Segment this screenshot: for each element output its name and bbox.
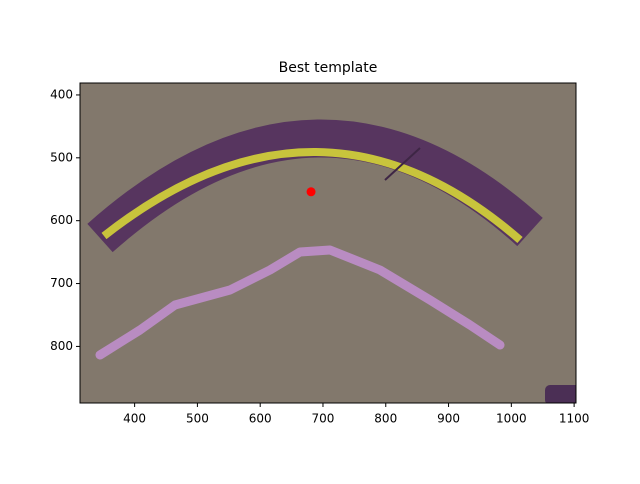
x-tick-label: 1000	[496, 412, 527, 426]
x-tick-label: 700	[312, 412, 335, 426]
template-center	[306, 187, 316, 197]
x-tick-label: 600	[249, 412, 272, 426]
axes-frame	[79, 82, 577, 404]
x-tick-label: 800	[374, 412, 397, 426]
x-tick-label: 1100	[559, 412, 590, 426]
chart-title: Best template	[279, 60, 378, 76]
y-tick-label: 500	[50, 150, 73, 164]
x-tick-label: 900	[437, 412, 460, 426]
y-tick-label: 800	[50, 339, 73, 353]
y-tick-label: 400	[50, 87, 73, 101]
track-band	[87, 119, 543, 253]
y-tick-label: 600	[50, 213, 73, 227]
x-tick-label: 500	[186, 412, 209, 426]
image	[80, 83, 576, 403]
corner-blob	[545, 385, 576, 403]
track-seam	[384, 147, 421, 181]
x-tick-label: 400	[123, 412, 146, 426]
track-stripe	[101, 148, 523, 244]
curve-mark	[95, 245, 505, 360]
y-tick-label: 700	[50, 276, 73, 290]
